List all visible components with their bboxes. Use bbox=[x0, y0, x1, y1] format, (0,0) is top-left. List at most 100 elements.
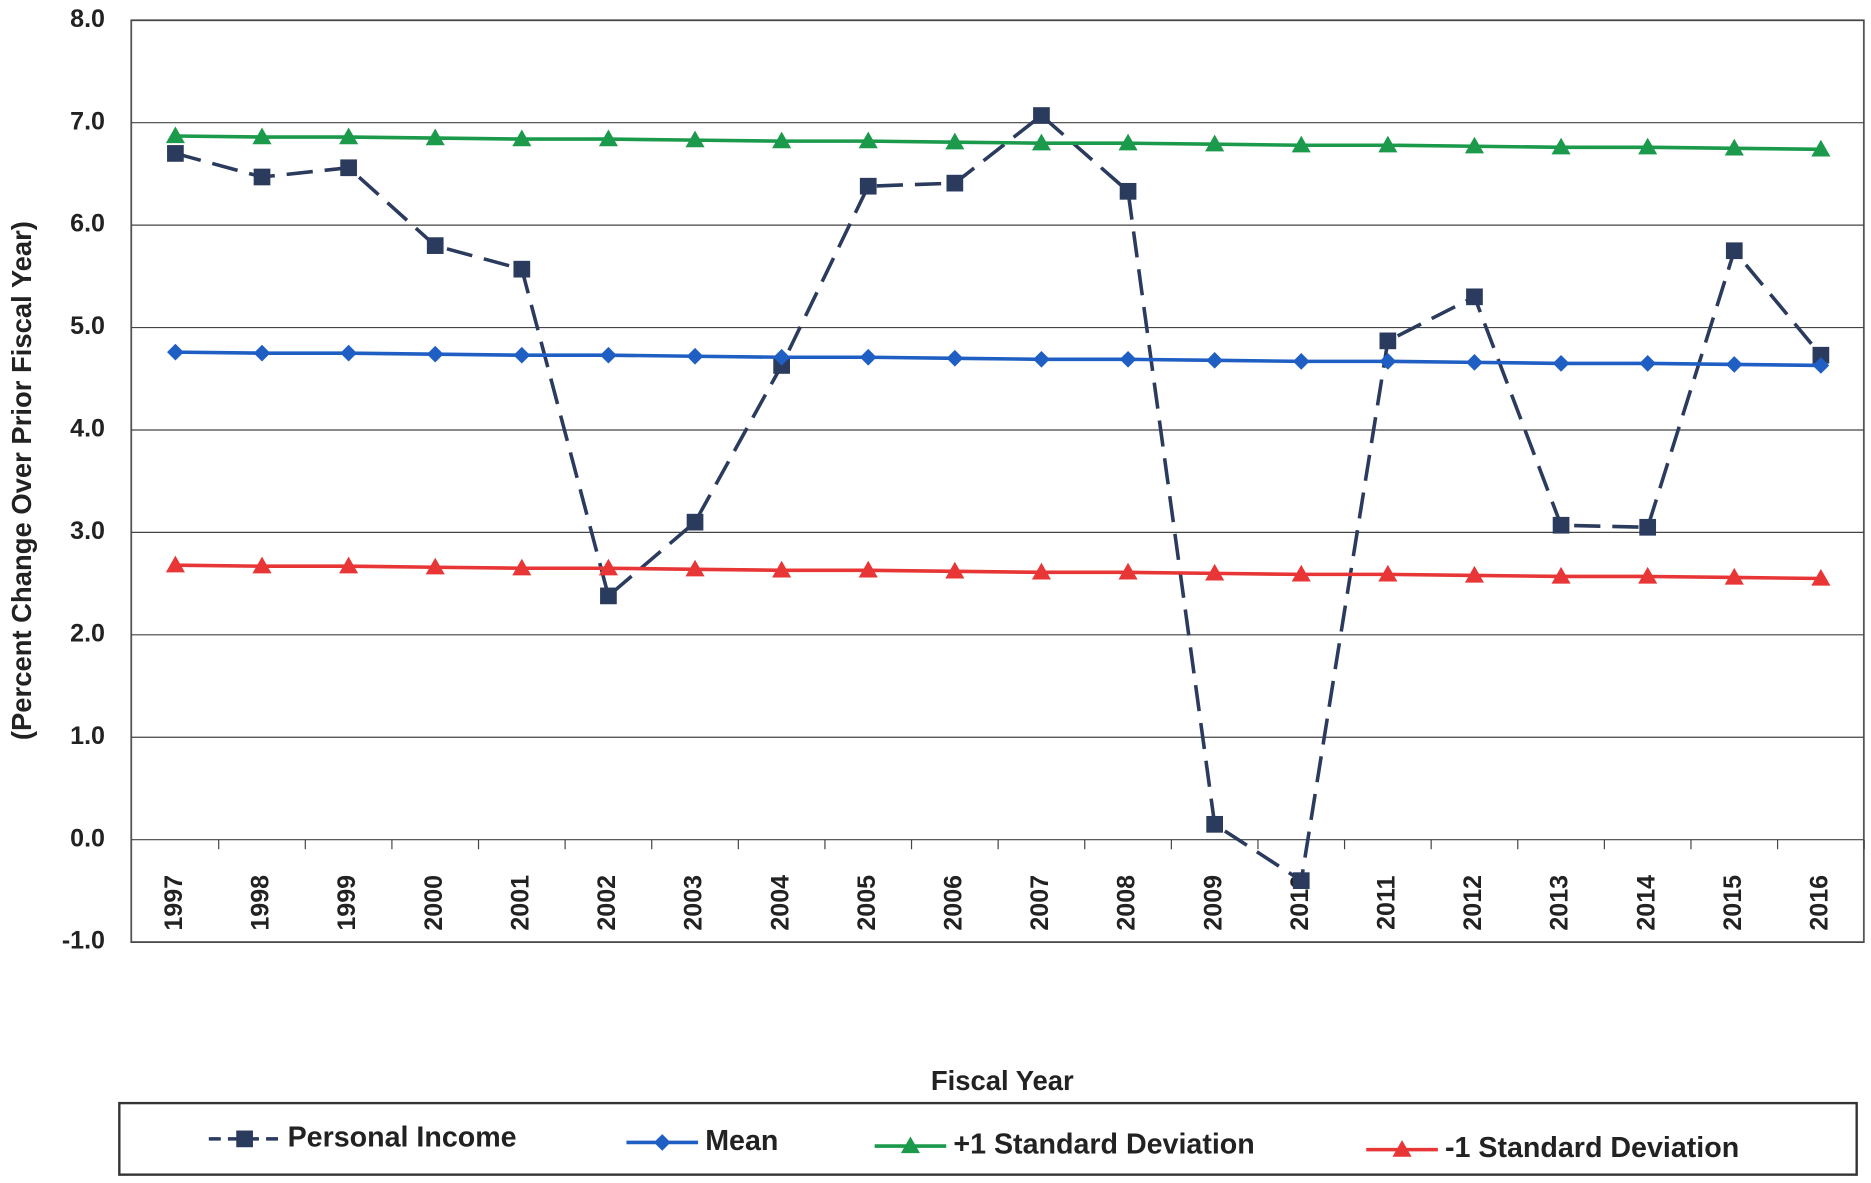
x-tick-label: 2009 bbox=[1199, 875, 1227, 931]
point-marker bbox=[1119, 182, 1137, 200]
point-marker bbox=[425, 128, 445, 146]
point-marker bbox=[512, 558, 532, 576]
x-tick-label: 2016 bbox=[1806, 875, 1834, 931]
point-marker bbox=[1118, 133, 1138, 151]
x-tick-label: 2000 bbox=[420, 875, 448, 931]
point-marker bbox=[1033, 107, 1050, 124]
point-marker bbox=[1378, 135, 1398, 153]
point-marker bbox=[1811, 568, 1831, 586]
y-tick-label: 3.0 bbox=[70, 517, 105, 545]
point-marker bbox=[512, 129, 532, 147]
point-marker bbox=[946, 174, 964, 192]
y-tick-label: -1.0 bbox=[62, 927, 105, 955]
point-marker bbox=[1551, 566, 1571, 584]
point-marker bbox=[598, 558, 618, 576]
point-marker bbox=[1206, 351, 1224, 369]
point-marker bbox=[1639, 518, 1657, 536]
point-marker bbox=[1812, 346, 1830, 364]
x-tick-label: 2011 bbox=[1372, 876, 1400, 930]
point-marker bbox=[1466, 288, 1483, 306]
y-tick-label: 8.0 bbox=[70, 5, 105, 33]
x-tick-label: 2007 bbox=[1026, 875, 1054, 931]
point-marker bbox=[858, 131, 878, 149]
legend-label: +1 Standard Deviation bbox=[953, 1129, 1254, 1161]
y-tick-label: 0.0 bbox=[70, 824, 105, 852]
x-tick-label: 2003 bbox=[680, 875, 708, 931]
point-marker bbox=[772, 131, 792, 149]
point-marker bbox=[1031, 133, 1051, 151]
legend-marker bbox=[1392, 1140, 1412, 1157]
point-marker bbox=[1379, 332, 1397, 350]
point-marker bbox=[1031, 562, 1051, 580]
x-tick-label: 2013 bbox=[1546, 875, 1574, 931]
y-tick-label: 6.0 bbox=[70, 210, 105, 238]
y-tick-label: 4.0 bbox=[70, 415, 105, 443]
point-marker bbox=[167, 343, 184, 361]
point-marker bbox=[1464, 565, 1485, 583]
point-marker bbox=[686, 513, 704, 531]
point-marker bbox=[1811, 139, 1831, 157]
point-marker bbox=[1639, 355, 1657, 372]
point-marker bbox=[513, 260, 531, 278]
point-marker bbox=[773, 348, 790, 366]
point-marker bbox=[165, 555, 185, 573]
x-tick-label: 1998 bbox=[247, 875, 275, 931]
y-tick-label: 7.0 bbox=[70, 107, 105, 135]
legend-label: -1 Standard Deviation bbox=[1445, 1132, 1739, 1164]
point-marker bbox=[1378, 564, 1398, 582]
x-tick-label: 2002 bbox=[593, 875, 621, 931]
point-marker bbox=[1466, 354, 1483, 371]
point-marker bbox=[1292, 872, 1310, 889]
x-axis-title: Fiscal Year bbox=[931, 1065, 1074, 1096]
point-marker bbox=[686, 347, 704, 365]
legend-marker bbox=[236, 1130, 253, 1148]
point-marker bbox=[1033, 350, 1050, 368]
point-marker bbox=[253, 168, 271, 186]
legend-marker bbox=[900, 1136, 920, 1154]
legend-label: Personal Income bbox=[288, 1121, 517, 1153]
x-tick-label: 1999 bbox=[333, 875, 361, 931]
point-marker bbox=[425, 557, 445, 575]
x-tick-label: 2006 bbox=[939, 875, 967, 931]
point-marker bbox=[252, 127, 272, 145]
series-line bbox=[174, 113, 1823, 884]
x-tick-label: 2012 bbox=[1459, 875, 1487, 931]
y-axis-title: (Percent Change Over Prior Fiscal Year) bbox=[6, 221, 37, 740]
point-marker bbox=[1724, 138, 1744, 156]
point-marker bbox=[340, 344, 357, 362]
point-marker bbox=[1725, 356, 1743, 373]
point-marker bbox=[339, 127, 359, 145]
point-marker bbox=[858, 560, 878, 578]
point-marker bbox=[513, 346, 531, 364]
point-marker bbox=[167, 145, 184, 162]
point-marker bbox=[1725, 242, 1743, 260]
x-tick-label: 2008 bbox=[1113, 875, 1141, 931]
point-marker bbox=[945, 132, 965, 150]
point-marker bbox=[340, 159, 357, 177]
point-marker bbox=[859, 348, 877, 366]
plot-frame bbox=[130, 19, 1865, 944]
point-marker bbox=[598, 129, 618, 147]
point-marker bbox=[946, 349, 964, 367]
point-marker bbox=[253, 344, 271, 362]
point-marker bbox=[1206, 815, 1224, 833]
point-marker bbox=[1118, 562, 1138, 580]
point-marker bbox=[426, 345, 444, 363]
x-tick-label: 2001 bbox=[506, 875, 534, 931]
series-line bbox=[175, 134, 1821, 152]
y-tick-label: 2.0 bbox=[70, 619, 105, 647]
point-marker bbox=[1205, 134, 1225, 152]
point-marker bbox=[859, 177, 877, 195]
point-marker bbox=[426, 237, 444, 254]
point-marker bbox=[1205, 563, 1225, 581]
point-marker bbox=[1292, 353, 1310, 370]
point-marker bbox=[1812, 357, 1830, 374]
point-marker bbox=[685, 559, 705, 577]
point-marker bbox=[252, 556, 272, 574]
series-line bbox=[175, 350, 1821, 368]
point-marker bbox=[1464, 136, 1485, 154]
point-marker bbox=[772, 560, 792, 578]
x-tick-label: 1997 bbox=[160, 875, 188, 931]
point-marker bbox=[1552, 516, 1570, 534]
point-marker bbox=[1724, 567, 1744, 585]
